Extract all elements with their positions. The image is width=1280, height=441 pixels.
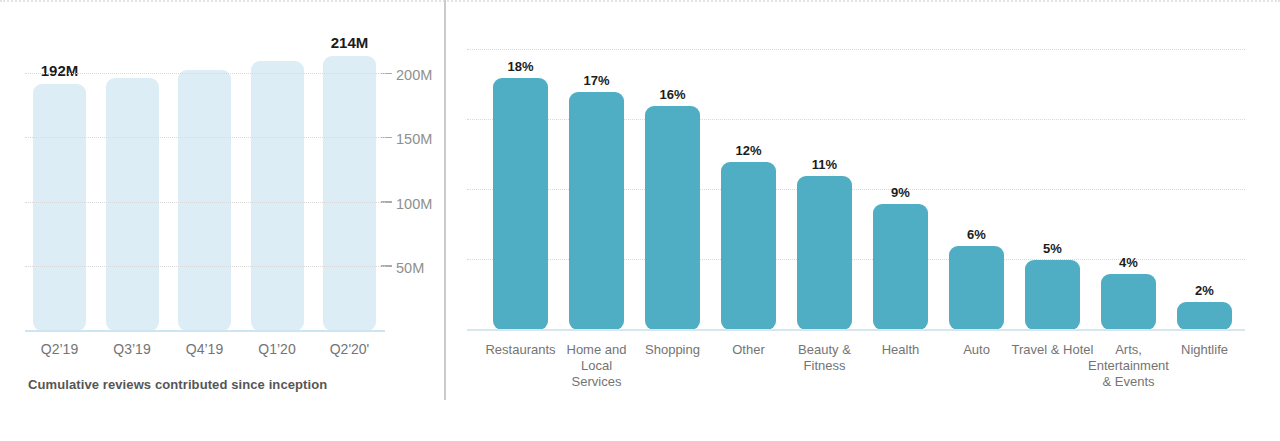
y-axis-tick-label: 50M xyxy=(396,260,424,276)
bar xyxy=(721,162,776,330)
bar-group: Q1’20 xyxy=(251,61,304,331)
x-axis-category-label: Q3’19 xyxy=(97,341,167,357)
bar-value-label: 2% xyxy=(1195,283,1214,298)
x-axis-category-label: Home and Local Services xyxy=(555,342,639,390)
x-axis-category-label: Shopping xyxy=(631,342,715,358)
bar-group: 12%Other xyxy=(721,162,776,330)
bar xyxy=(797,176,852,330)
chart-caption: Cumulative reviews contributed since inc… xyxy=(28,377,327,392)
bar-series: 192MQ2’19Q3’19Q4’19Q1’20214MQ2'20' xyxy=(25,0,385,331)
x-axis-category-label: Health xyxy=(859,342,943,358)
x-axis-category-label: Q2'20' xyxy=(315,341,385,357)
x-axis-category-label: Travel & Hotel xyxy=(1011,342,1095,358)
bar-group: 9%Health xyxy=(873,204,928,330)
gridline xyxy=(25,266,385,267)
bar xyxy=(949,246,1004,330)
bar-group: 2%Nightlife xyxy=(1177,302,1232,330)
x-axis-category-label: Restaurants xyxy=(479,342,563,358)
bar xyxy=(106,78,159,331)
chart-divider-line xyxy=(444,0,446,400)
bar-value-label: 4% xyxy=(1119,255,1138,270)
bar-series: 18%Restaurants 17%Home and Local Services… xyxy=(467,0,1245,330)
bar-group: 16%Shopping xyxy=(645,106,700,330)
y-axis-tick-label: 200M xyxy=(396,67,432,83)
bar-group: 4%Arts, Entertainment & Events xyxy=(1101,274,1156,330)
bar-group: 18%Restaurants xyxy=(493,78,548,330)
x-axis-category-label: Q4’19 xyxy=(170,341,240,357)
bar-value-label: 192M xyxy=(41,62,79,79)
bar-group: 192MQ2’19 xyxy=(33,84,86,331)
bar xyxy=(1177,302,1232,330)
reviews-dashboard: 50M100M150M200M192MQ2’19Q3’19Q4’19Q1’202… xyxy=(0,0,1280,441)
bar-group: 214MQ2'20' xyxy=(323,56,376,331)
gridline xyxy=(25,73,385,74)
bar xyxy=(1101,274,1156,330)
bar-value-label: 17% xyxy=(583,73,609,88)
bar-value-label: 5% xyxy=(1043,241,1062,256)
bar-value-label: 12% xyxy=(735,143,761,158)
bar-group: 6%Auto xyxy=(949,246,1004,330)
bar xyxy=(1025,260,1080,330)
x-axis-line xyxy=(25,330,385,332)
bar xyxy=(873,204,928,330)
y-axis-tick-label: 100M xyxy=(396,196,432,212)
bar-value-label: 214M xyxy=(331,34,369,51)
bar-group: 11%Beauty & Fitness xyxy=(797,176,852,330)
bar-value-label: 9% xyxy=(891,185,910,200)
gridline xyxy=(25,137,385,138)
gridline xyxy=(25,202,385,203)
bar xyxy=(251,61,304,331)
y-axis-tick-label: 150M xyxy=(396,131,432,147)
x-axis-line xyxy=(467,329,1245,331)
x-axis-category-label: Beauty & Fitness xyxy=(783,342,867,374)
bar-value-label: 16% xyxy=(659,87,685,102)
bar xyxy=(569,92,624,330)
x-axis-category-label: Q2’19 xyxy=(25,341,95,357)
x-axis-category-label: Arts, Entertainment & Events xyxy=(1087,342,1171,390)
x-axis-category-label: Nightlife xyxy=(1163,342,1247,358)
bar xyxy=(493,78,548,330)
bar xyxy=(323,56,376,331)
bar xyxy=(33,84,86,331)
bar-group: 5%Travel & Hotel xyxy=(1025,260,1080,330)
bar-value-label: 6% xyxy=(967,227,986,242)
bar-value-label: 11% xyxy=(812,157,837,172)
bar-value-label: 18% xyxy=(507,59,533,74)
x-axis-category-label: Auto xyxy=(935,342,1019,358)
x-axis-category-label: Q1’20 xyxy=(242,341,312,357)
review-categories-chart: 18%Restaurants 17%Home and Local Services… xyxy=(467,0,1245,330)
cumulative-reviews-chart: 50M100M150M200M192MQ2’19Q3’19Q4’19Q1’202… xyxy=(25,0,385,331)
bar xyxy=(645,106,700,330)
x-axis-category-label: Other xyxy=(707,342,791,358)
bar-group: 17%Home and Local Services xyxy=(569,92,624,330)
bar-group: Q3’19 xyxy=(106,78,159,331)
